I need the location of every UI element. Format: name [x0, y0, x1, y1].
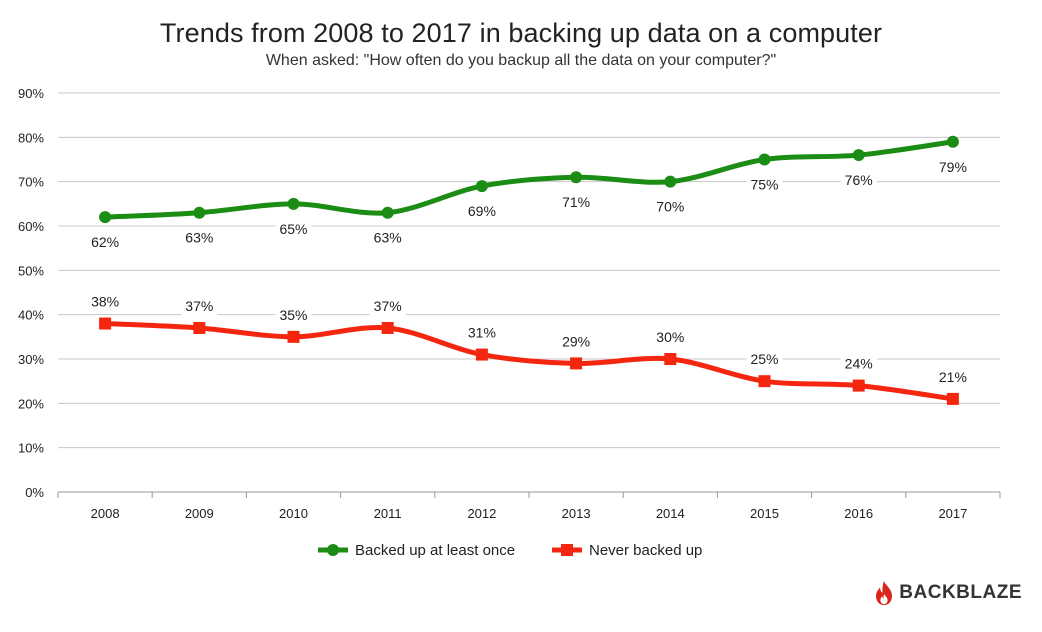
data-label-bg	[558, 332, 595, 352]
legend-label: Backed up at least once	[355, 542, 515, 559]
x-tick-label: 2009	[185, 506, 214, 521]
y-tick-label: 0%	[25, 485, 44, 500]
data-label-bg	[652, 328, 689, 347]
data-point	[193, 206, 206, 219]
data-label-bg	[652, 197, 689, 217]
legend-label: Never backed up	[589, 542, 702, 559]
data-label-bg	[463, 323, 500, 343]
x-tick-label: 2012	[467, 506, 496, 521]
flame-icon	[876, 581, 893, 605]
y-tick-label: 70%	[18, 175, 44, 190]
data-point	[758, 375, 771, 388]
legend-marker	[561, 544, 573, 556]
y-tick-label: 20%	[18, 396, 44, 411]
data-label: 62%	[91, 234, 119, 250]
y-tick-label: 80%	[18, 130, 44, 145]
data-point	[381, 206, 394, 219]
data-point	[852, 149, 865, 162]
x-tick-label: 2013	[562, 506, 591, 521]
data-label-bg	[934, 157, 971, 177]
data-label-bg	[181, 296, 218, 316]
data-point	[758, 153, 771, 166]
data-label: 21%	[939, 369, 967, 385]
data-point	[287, 330, 300, 343]
data-label: 75%	[750, 177, 778, 193]
data-point	[664, 175, 677, 188]
data-point	[852, 379, 865, 392]
series-line-1	[102, 139, 956, 220]
y-tick-label: 60%	[18, 219, 44, 234]
data-label: 71%	[562, 194, 590, 210]
data-label-bg	[840, 171, 877, 191]
data-label: 29%	[562, 333, 590, 349]
y-tick-label: 40%	[18, 308, 44, 323]
data-label: 70%	[656, 199, 684, 215]
x-tick-label: 2017	[938, 506, 967, 521]
x-tick-label: 2010	[279, 506, 308, 521]
data-label: 65%	[279, 221, 307, 237]
data-point	[570, 357, 583, 370]
legend-marker	[327, 544, 339, 556]
data-label: 31%	[468, 325, 496, 341]
data-label: 63%	[374, 230, 402, 246]
x-tick-label: 2014	[656, 506, 685, 521]
x-tick-label: 2011	[374, 506, 402, 521]
data-label-bg	[558, 193, 595, 213]
data-label-bg	[275, 219, 312, 239]
data-point	[99, 211, 112, 224]
data-point	[287, 197, 300, 210]
data-label-bg	[181, 228, 218, 248]
y-tick-label: 10%	[18, 441, 44, 456]
data-point	[475, 180, 488, 193]
brand-name: BACKBLAZE	[899, 582, 1022, 603]
data-label: 79%	[939, 159, 967, 175]
data-label-bg	[87, 233, 124, 253]
data-label: 25%	[750, 351, 778, 367]
data-label: 35%	[279, 307, 307, 323]
x-tick-label: 2016	[844, 506, 873, 521]
data-label-bg	[369, 228, 406, 248]
data-point	[193, 321, 206, 334]
data-label-bg	[275, 305, 312, 325]
data-point	[946, 135, 959, 148]
data-label-bg	[934, 367, 971, 387]
data-label: 24%	[845, 356, 873, 372]
data-point	[99, 317, 112, 330]
data-label-bg	[746, 175, 783, 195]
data-label: 30%	[656, 329, 684, 345]
data-label: 63%	[185, 230, 213, 246]
chart-subtitle: When asked: "How often do you backup all…	[265, 52, 777, 69]
data-label: 38%	[91, 294, 119, 310]
x-tick-label: 2015	[750, 506, 779, 521]
data-label-bg	[87, 292, 124, 312]
data-point	[570, 171, 583, 184]
data-label-bg	[840, 354, 877, 374]
data-label: 76%	[845, 172, 873, 188]
data-point	[664, 353, 677, 365]
data-label-bg	[463, 202, 500, 222]
y-tick-label: 50%	[18, 263, 44, 278]
x-tick-label: 2008	[91, 506, 120, 521]
data-label-bg	[369, 296, 406, 316]
data-label-bg	[746, 350, 783, 370]
data-point	[381, 321, 394, 334]
data-point	[946, 392, 959, 405]
data-label: 37%	[374, 298, 402, 314]
data-point	[475, 348, 488, 361]
brand-logo: BACKBLAZE	[875, 580, 1022, 606]
y-tick-label: 90%	[18, 86, 44, 101]
chart-title: Trends from 2008 to 2017 in backing up d…	[159, 18, 883, 48]
data-label: 37%	[185, 298, 213, 314]
y-tick-label: 30%	[18, 352, 44, 367]
data-label: 69%	[468, 203, 496, 219]
series-line-2	[102, 321, 956, 402]
